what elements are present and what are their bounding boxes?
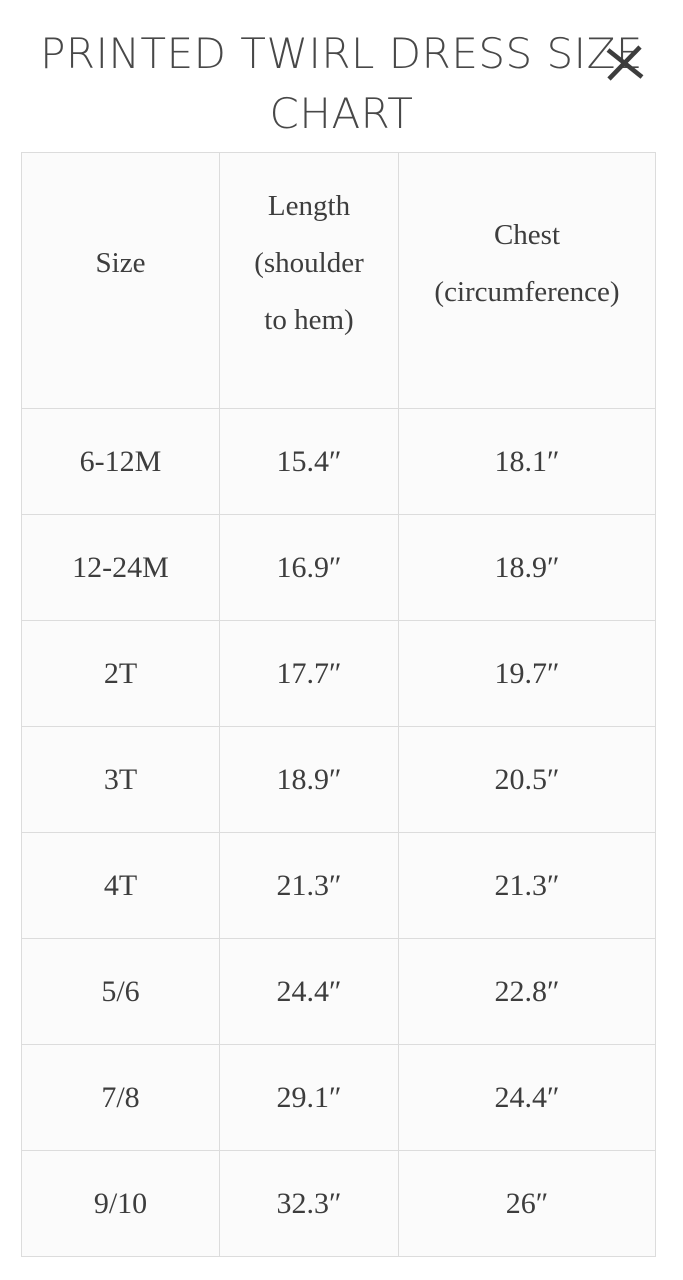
column-header-chest: Chest (circumference) [398, 152, 656, 409]
column-header-chest-line: (circumference) [434, 275, 620, 308]
close-button[interactable] [604, 44, 646, 84]
length-cell: 18.9″ [219, 726, 399, 833]
chest-cell: 18.1″ [398, 408, 656, 515]
table-row: 7/8 29.1″ 24.4″ [21, 1044, 656, 1151]
column-header-length-line: Length [267, 190, 351, 222]
size-cell: 7/8 [21, 1044, 220, 1151]
length-cell: 15.4″ [219, 408, 399, 515]
chest-cell: 18.9″ [398, 514, 656, 621]
table-row: 9/10 32.3″ 26″ [21, 1150, 656, 1257]
page-title-line-2: CHART [269, 89, 414, 138]
size-cell: 2T [21, 620, 220, 727]
length-cell: 16.9″ [219, 514, 399, 621]
length-cell: 17.7″ [219, 620, 399, 727]
length-cell: 21.3″ [219, 832, 399, 939]
column-header-chest-line: Chest [493, 218, 561, 251]
column-header-size: Size [21, 152, 220, 409]
chest-cell: 19.7″ [398, 620, 656, 727]
table-row: 2T 17.7″ 19.7″ [21, 620, 656, 727]
table-row: 12-24M 16.9″ 18.9″ [21, 514, 656, 621]
chest-cell: 21.3″ [398, 832, 656, 939]
page-title: PRINTED TWIRL DRESS SIZE CHART [0, 0, 683, 144]
column-header-length-line: to hem) [264, 304, 354, 336]
table-row: 3T 18.9″ 20.5″ [21, 726, 656, 833]
size-cell: 6-12M [21, 408, 220, 515]
size-cell: 5/6 [21, 938, 220, 1045]
length-cell: 24.4″ [219, 938, 399, 1045]
table-row: 6-12M 15.4″ 18.1″ [21, 408, 656, 515]
chest-cell: 26″ [398, 1150, 656, 1257]
size-cell: 4T [21, 832, 220, 939]
size-cell: 12-24M [21, 514, 220, 621]
chest-cell: 20.5″ [398, 726, 656, 833]
length-cell: 32.3″ [219, 1150, 399, 1257]
size-cell: 3T [21, 726, 220, 833]
length-cell: 29.1″ [219, 1044, 399, 1151]
column-header-length: Length (shoulder to hem) [219, 152, 399, 409]
column-header-size-label: Size [95, 247, 146, 279]
table-row: 4T 21.3″ 21.3″ [21, 832, 656, 939]
close-icon [606, 45, 644, 81]
size-chart-table: Size Length (shoulder to hem) Chest (cir… [21, 152, 656, 1257]
chest-cell: 24.4″ [398, 1044, 656, 1151]
column-header-length-line: (shoulder [254, 247, 364, 279]
chest-cell: 22.8″ [398, 938, 656, 1045]
table-header-row: Size Length (shoulder to hem) Chest (cir… [21, 152, 656, 409]
page-title-line-1: PRINTED TWIRL DRESS SIZE [40, 29, 643, 78]
size-cell: 9/10 [21, 1150, 220, 1257]
table-row: 5/6 24.4″ 22.8″ [21, 938, 656, 1045]
